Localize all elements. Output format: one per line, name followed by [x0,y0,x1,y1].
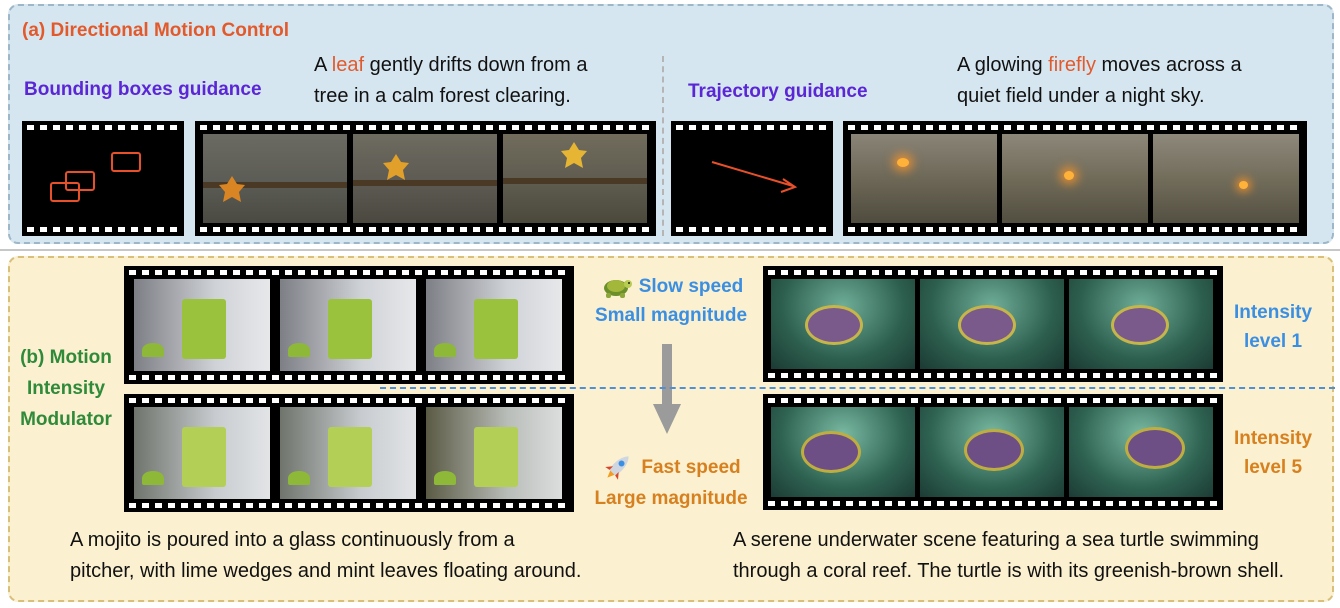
firefly-prompt: A glowing firefly moves across a quiet f… [957,50,1242,112]
turtle-caption-line2: through a coral reef. The turtle is with… [733,560,1285,582]
slow-speed-row: Slow speed [580,272,762,301]
mojito-fast-frame-3 [426,407,562,499]
bbox-condition-film [22,121,184,236]
mojito-fast-film [124,394,574,512]
leaf-frame-2 [353,134,497,223]
mojito-caption-line1: A mojito is poured into a glass continuo… [70,529,515,551]
turtle-level1-frame-1 [771,279,915,369]
intensity-divider [380,387,1335,389]
section-divider [0,249,1340,251]
intensity-level5-line2: level 5 [1243,457,1303,478]
turtle-level1-frame-3 [1069,279,1213,369]
leaf-highlight: leaf [331,54,365,76]
modulator-label-line1: (b) Motion [20,347,112,368]
firefly-glow [1239,181,1248,189]
leaf-prompt-line1: A leaf gently drifts down from a [314,54,588,76]
modulator-label-line3: Modulator [20,409,112,430]
panel-a-title: (a) Directional Motion Control [22,20,290,41]
trajectory-diagram [711,161,798,193]
modulator-label: (b) Motion Intensity Modulator [10,342,122,435]
turtle-level5-frame-1 [771,407,915,497]
firefly-glow [1064,171,1074,180]
mojito-slow-frame-2 [280,279,416,371]
firefly-glow [897,158,909,167]
bounding-boxes-diagram [50,152,141,202]
leaf-prompt-line2: tree in a calm forest clearing. [314,85,571,107]
slow-speed-block: Slow speed Small magnitude [580,272,762,330]
large-magnitude-label: Large magnitude [594,488,748,509]
fast-speed-row: Fast speed [580,450,762,484]
turtle-level5-film [763,394,1223,510]
firefly-prompt-line1: A glowing firefly moves across a [957,54,1242,76]
mojito-fast-frame-1 [134,407,270,499]
leaf-icon [383,154,409,180]
bbox-guidance-label: Bounding boxes guidance [24,79,262,100]
intensity-level1-line1: Intensity [1233,302,1313,323]
intensity-level5-line1: Intensity [1233,428,1313,449]
mojito-slow-film [124,266,574,384]
mojito-caption-line2: pitcher, with lime wedges and mint leave… [70,560,582,582]
turtle-caption-line1: A serene underwater scene featuring a se… [733,529,1259,551]
down-arrow-icon [653,344,681,434]
firefly-video-film [843,121,1307,236]
slow-speed-label: Slow speed [638,276,744,297]
mojito-slow-frame-1 [134,279,270,371]
leaf-frame-3 [503,134,647,223]
mojito-fast-frame-2 [280,407,416,499]
fast-speed-block: Fast speed Large magnitude [580,450,762,513]
turtle-caption: A serene underwater scene featuring a se… [733,525,1284,587]
firefly-highlight: firefly [1048,54,1096,76]
intensity-level5-label: Intensity level 5 [1226,424,1320,482]
leaf-prompt: A leaf gently drifts down from a tree in… [314,50,587,112]
fast-speed-label: Fast speed [641,456,741,478]
trajectory-guidance-label: Trajectory guidance [688,81,868,102]
turtle-icon [603,279,632,298]
turtle-level5-frame-3 [1069,407,1213,497]
mojito-caption: A mojito is poured into a glass continuo… [70,525,581,587]
small-magnitude-label: Small magnitude [594,305,748,326]
leaf-icon [561,142,587,168]
firefly-prompt-line2: quiet field under a night sky. [957,85,1205,107]
firefly-frame-1 [851,134,997,223]
leaf-video-film [195,121,656,236]
rocket-icon [605,456,629,480]
turtle-level5-frame-2 [920,407,1064,497]
turtle-level1-frame-2 [920,279,1064,369]
firefly-frame-3 [1153,134,1299,223]
mojito-slow-frame-3 [426,279,562,371]
modulator-label-line2: Intensity [26,378,106,399]
firefly-frame-2 [1002,134,1148,223]
turtle-level1-film [763,266,1223,382]
trajectory-condition-film [671,121,833,236]
intensity-level1-line2: level 1 [1243,331,1303,352]
panel-a-divider [662,56,664,236]
leaf-icon [219,176,245,202]
leaf-frame-1 [203,134,347,223]
intensity-level1-label: Intensity level 1 [1226,298,1320,356]
